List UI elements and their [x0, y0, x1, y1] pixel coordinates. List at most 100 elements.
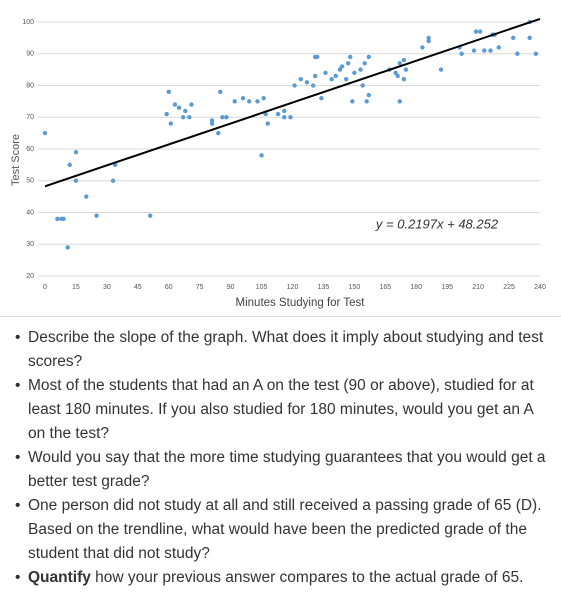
data-point	[232, 99, 237, 104]
data-point	[397, 99, 402, 104]
data-point	[343, 76, 349, 82]
question: Quantify how your previous answer compar…	[15, 566, 550, 590]
data-point	[265, 121, 270, 126]
question-text: how your previous answer compares to the…	[90, 569, 524, 586]
data-point	[147, 213, 153, 218]
chart: Test Score Minutes Studying for Test 20 3…	[0, 17, 561, 317]
data-point	[515, 51, 520, 56]
x-tick-label: 90	[227, 284, 235, 291]
data-point	[110, 178, 116, 183]
data-point	[459, 51, 464, 56]
data-point	[261, 96, 266, 101]
data-point	[172, 102, 178, 107]
x-tick-label: 60	[165, 284, 173, 291]
x-tick-label: 30	[103, 284, 111, 291]
data-point	[360, 83, 365, 88]
data-point	[42, 130, 48, 136]
data-point	[352, 70, 357, 76]
y-axis-label: Test Score	[10, 134, 22, 186]
trendline	[44, 17, 541, 188]
x-tick-label: 0	[43, 284, 47, 291]
data-point	[401, 57, 407, 63]
data-point	[362, 61, 367, 66]
data-point	[510, 35, 516, 41]
question: Most of the students that had an A on th…	[15, 374, 550, 446]
x-tick-label: 150	[349, 284, 361, 291]
data-point	[339, 64, 345, 69]
data-point	[209, 118, 215, 123]
y-tick-label: 100	[22, 19, 34, 26]
data-point	[319, 96, 324, 101]
data-point	[166, 89, 171, 95]
data-point	[282, 108, 287, 114]
data-point	[164, 111, 169, 117]
data-point	[393, 70, 398, 76]
x-tick-label: 75	[196, 284, 204, 291]
x-tick-label: 120	[287, 284, 299, 291]
data-point	[397, 61, 402, 66]
data-point	[187, 115, 192, 120]
data-point	[246, 99, 252, 104]
data-point	[282, 115, 287, 120]
data-point	[315, 54, 320, 60]
data-point	[403, 67, 409, 72]
data-point	[168, 121, 174, 126]
data-point	[73, 178, 79, 183]
data-point	[176, 105, 182, 110]
data-point	[73, 149, 79, 155]
x-tick-label: 165	[379, 284, 391, 291]
data-point	[345, 61, 351, 66]
question: One person did not study at all and stil…	[15, 494, 550, 566]
data-point	[348, 54, 353, 60]
question-text: One person did not study at all and stil…	[28, 497, 542, 562]
data-point	[366, 54, 372, 60]
data-point	[288, 115, 293, 120]
data-point	[488, 48, 493, 53]
data-point	[473, 29, 479, 34]
data-point	[94, 213, 99, 218]
data-point	[275, 111, 281, 117]
data-point	[364, 99, 369, 104]
y-tick-label: 20	[26, 273, 34, 280]
question-list: Describe the slope of the graph. What do…	[0, 326, 550, 590]
question-text: Would you say that the more time studyin…	[28, 449, 546, 490]
x-axis-label: Minutes Studying for Test	[236, 297, 366, 309]
x-tick-label: 180	[410, 284, 422, 291]
data-point	[401, 76, 407, 82]
data-point	[312, 73, 318, 79]
question: Would you say that the more time studyin…	[15, 446, 550, 494]
data-point	[292, 83, 297, 88]
data-point	[298, 76, 303, 82]
data-point	[366, 92, 372, 98]
y-tick-label: 50	[26, 178, 34, 185]
y-tick-label: 90	[26, 51, 34, 58]
question-text: Most of the students that had an A on th…	[28, 377, 534, 442]
data-point	[304, 80, 310, 85]
data-point	[220, 115, 225, 120]
y-tick-label: 40	[26, 209, 34, 216]
x-tick-label: 15	[72, 284, 80, 291]
data-point	[259, 153, 264, 158]
data-point	[333, 73, 339, 79]
question: Describe the slope of the graph. What do…	[15, 326, 550, 374]
data-point	[180, 115, 186, 120]
data-point	[533, 51, 539, 56]
y-tick-label: 30	[26, 241, 34, 248]
x-tick-label: 225	[503, 284, 515, 291]
trendline-equation: y = 0.2197x + 48.252	[375, 216, 499, 231]
data-point	[426, 38, 431, 44]
y-tick-label: 60	[26, 146, 34, 153]
data-point	[224, 115, 229, 120]
data-point	[55, 216, 60, 222]
data-point	[65, 245, 70, 250]
y-tick-label: 70	[26, 114, 34, 121]
data-point	[426, 35, 431, 41]
data-point	[183, 108, 188, 114]
data-point	[216, 130, 221, 136]
data-point	[189, 102, 194, 107]
bold-word: Quantify	[28, 569, 91, 586]
x-tick-label: 240	[534, 284, 546, 291]
data-point	[350, 99, 355, 104]
data-point	[420, 45, 425, 50]
